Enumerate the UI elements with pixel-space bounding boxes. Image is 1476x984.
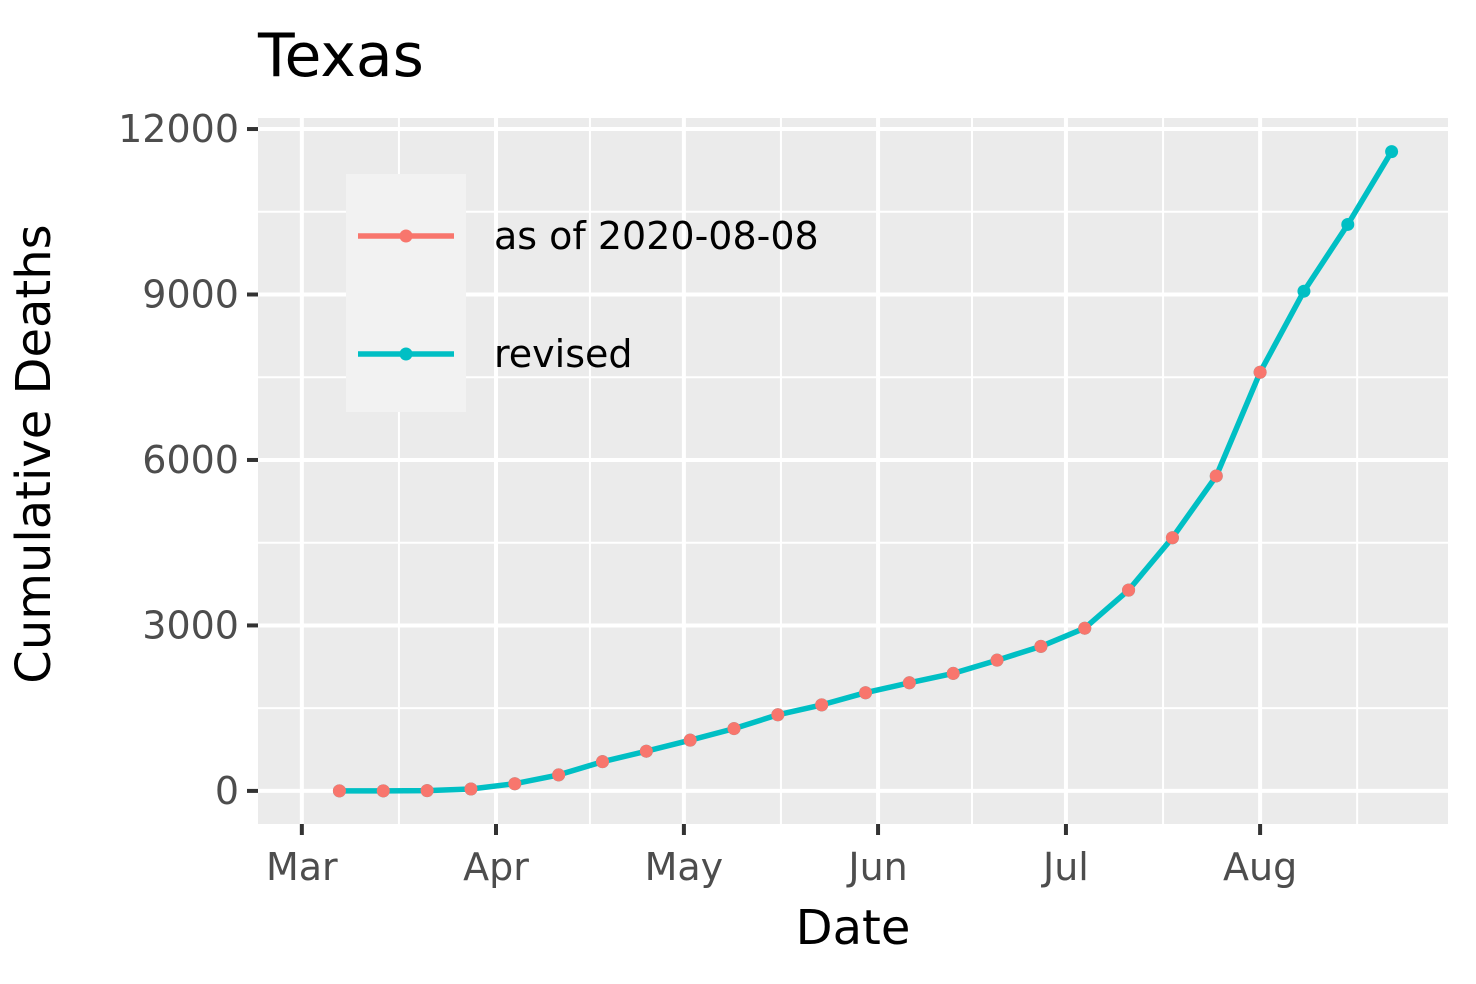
- data-point: [683, 733, 697, 747]
- y-tick-label: 0: [215, 769, 239, 813]
- data-point: [1297, 284, 1311, 298]
- data-point: [376, 784, 390, 798]
- x-tick-label: May: [645, 845, 724, 889]
- data-point: [1078, 621, 1092, 635]
- y-tick-label: 12000: [118, 107, 239, 151]
- x-axis-title: Date: [796, 900, 911, 956]
- x-tick-label: Jul: [1041, 845, 1089, 889]
- data-point: [771, 708, 785, 722]
- data-point: [1253, 365, 1267, 379]
- data-point: [1341, 217, 1355, 231]
- legend-key-point: [399, 229, 413, 243]
- y-axis-title: Cumulative Deaths: [6, 224, 62, 683]
- series-layer: [332, 145, 1399, 798]
- data-point: [990, 653, 1004, 667]
- data-point: [1165, 531, 1179, 545]
- x-tick-label: Aug: [1223, 845, 1297, 889]
- legend-key-box: [346, 174, 466, 412]
- legend-label: revised: [494, 332, 633, 376]
- data-point: [727, 722, 741, 736]
- data-point: [595, 755, 609, 769]
- legend-label: as of 2020-08-08: [494, 214, 819, 258]
- data-point: [639, 744, 653, 758]
- y-tick-label: 9000: [142, 273, 239, 317]
- x-tick-label: Apr: [463, 845, 529, 889]
- data-point: [1034, 639, 1048, 653]
- data-point: [815, 698, 829, 712]
- data-point: [1122, 583, 1136, 597]
- data-point: [420, 784, 434, 798]
- data-point: [1209, 469, 1223, 483]
- data-point: [464, 782, 478, 796]
- legend: as of 2020-08-08 revised: [346, 174, 819, 412]
- data-point: [946, 666, 960, 680]
- x-tick-label: Jun: [846, 845, 907, 889]
- data-point: [332, 784, 346, 798]
- data-point: [859, 686, 873, 700]
- data-point: [552, 768, 566, 782]
- x-tick-label: Mar: [266, 845, 338, 889]
- y-tick-label: 3000: [142, 603, 239, 647]
- data-point: [1385, 145, 1399, 159]
- data-point: [508, 777, 522, 791]
- axes: 0 3000 6000 9000 12000 Mar Apr May Jun Jul Aug: [118, 107, 1297, 889]
- chart-title: Texas: [257, 21, 424, 91]
- y-tick-label: 6000: [142, 438, 239, 482]
- data-point: [902, 676, 916, 690]
- legend-key-point: [399, 347, 413, 361]
